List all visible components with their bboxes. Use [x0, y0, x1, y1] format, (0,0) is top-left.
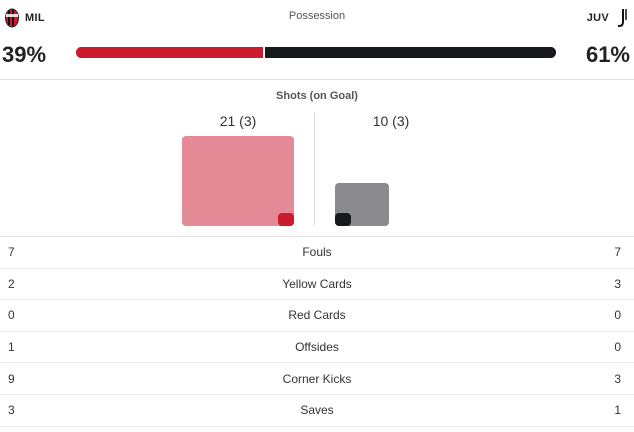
stat-away-value: 3 — [614, 371, 621, 386]
possession-bar-divider — [263, 47, 266, 58]
possession-bar — [76, 47, 556, 58]
away-shots-box — [335, 183, 389, 226]
stat-home-value: 1 — [8, 340, 15, 355]
stat-label: Red Cards — [288, 308, 346, 323]
stat-home-value: 3 — [8, 403, 15, 418]
possession-bar-home — [76, 47, 264, 58]
home-team: MIL — [5, 8, 45, 28]
possession-bar-away — [265, 47, 556, 58]
stat-away-value: 0 — [614, 308, 621, 323]
juventus-crest-icon — [618, 9, 627, 27]
home-shots-value: 21 (3) — [219, 113, 257, 129]
stat-label: Yellow Cards — [282, 276, 352, 291]
possession-title: Possession — [288, 10, 346, 22]
away-shots-on-goal-box — [335, 213, 351, 226]
ac-milan-crest-icon — [5, 8, 19, 28]
stat-row-corner-kicks: 9 Corner Kicks 3 — [0, 363, 634, 395]
away-possession-pct: 61% — [585, 42, 630, 67]
stat-away-value: 1 — [614, 403, 621, 418]
stat-home-value: 0 — [8, 308, 15, 323]
shots-section: Shots (on Goal) 21 (3) 10 (3) — [0, 80, 634, 237]
stat-away-value: 7 — [614, 245, 621, 260]
away-team: JUV — [587, 8, 629, 28]
away-shots-value: 10 (3) — [372, 113, 410, 129]
shots-divider — [314, 112, 315, 226]
stat-label: Saves — [300, 403, 334, 418]
stat-home-value: 9 — [8, 371, 15, 386]
stat-label: Fouls — [302, 245, 332, 260]
stat-row-yellow-cards: 2 Yellow Cards 3 — [0, 269, 634, 301]
stats-table: 7 Fouls 7 2 Yellow Cards 3 0 Red Cards 0… — [0, 237, 634, 427]
stat-row-saves: 3 Saves 1 — [0, 395, 634, 427]
home-team-abbr: MIL — [25, 12, 45, 24]
home-shots-on-goal-box — [278, 213, 294, 226]
possession-section: MIL Possession JUV 39% 61% — [0, 0, 634, 80]
home-shots-box — [182, 136, 294, 226]
stat-away-value: 0 — [614, 340, 621, 355]
stat-home-value: 2 — [8, 276, 15, 291]
stat-row-fouls: 7 Fouls 7 — [0, 237, 634, 269]
stat-home-value: 7 — [8, 245, 15, 260]
stat-label: Offsides — [295, 340, 339, 355]
home-possession-pct: 39% — [2, 42, 47, 67]
stat-away-value: 3 — [614, 276, 621, 291]
stat-row-red-cards: 0 Red Cards 0 — [0, 300, 634, 332]
stat-row-offsides: 1 Offsides 0 — [0, 332, 634, 364]
shots-title: Shots (on Goal) — [276, 90, 358, 102]
stat-label: Corner Kicks — [282, 371, 352, 386]
away-team-abbr: JUV — [586, 12, 609, 24]
